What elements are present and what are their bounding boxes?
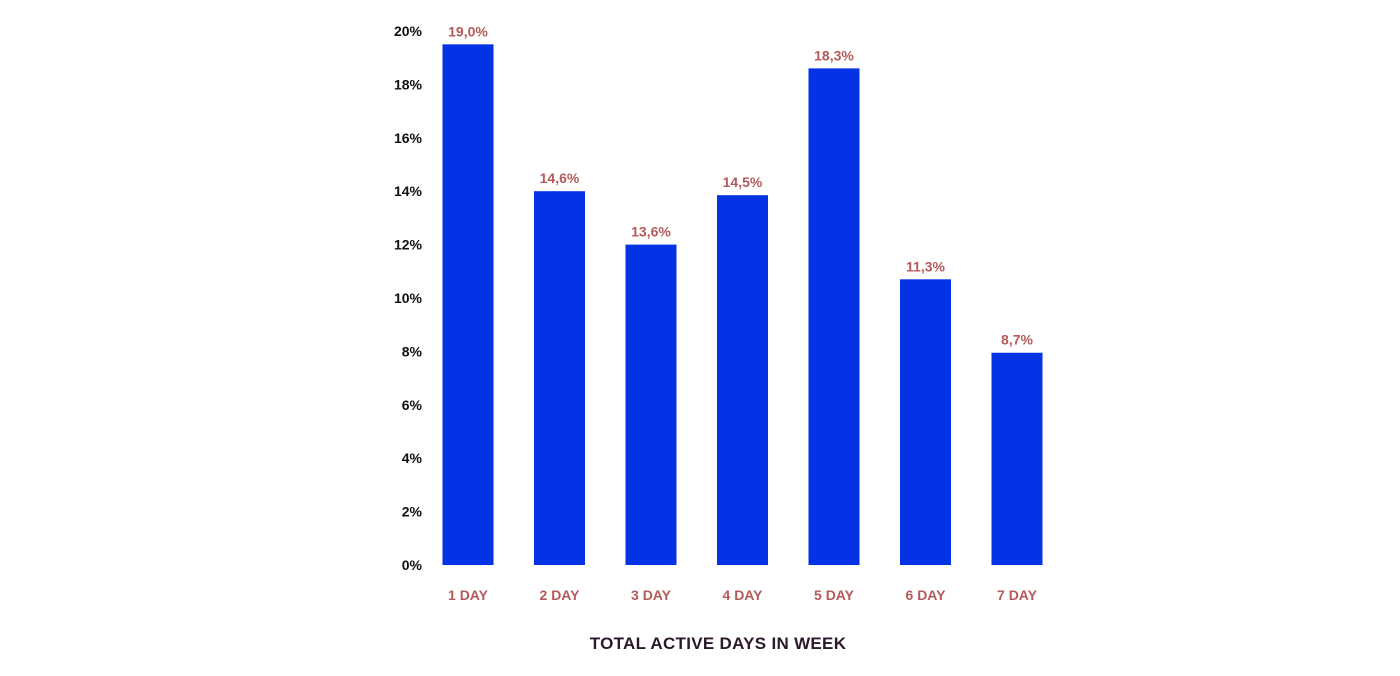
x-tick-label: 5 DAY bbox=[814, 587, 855, 603]
y-tick-label: 8% bbox=[402, 343, 423, 359]
x-tick-label: 7 DAY bbox=[997, 587, 1038, 603]
bar bbox=[717, 195, 768, 565]
y-tick-label: 2% bbox=[402, 504, 423, 520]
y-tick-label: 4% bbox=[402, 450, 423, 466]
data-label: 18,3% bbox=[814, 47, 854, 63]
y-tick-label: 16% bbox=[394, 130, 423, 146]
bars bbox=[442, 44, 1043, 566]
y-tick-label: 14% bbox=[394, 183, 423, 199]
x-tick-label: 3 DAY bbox=[631, 587, 672, 603]
bar bbox=[808, 68, 860, 565]
y-axis: 0% 2% 4% 6% 8% 10% 12% 14% 16% 18% 20% bbox=[394, 23, 423, 573]
bar bbox=[442, 44, 494, 566]
y-tick-label: 12% bbox=[394, 237, 423, 253]
data-labels: 19,0% 14,6% 13,6% 14,5% 18,3% 11,3% 8,7% bbox=[448, 23, 1033, 347]
y-tick-label: 6% bbox=[402, 397, 423, 413]
bar bbox=[991, 352, 1043, 565]
data-label: 11,3% bbox=[906, 258, 945, 274]
data-label: 13,6% bbox=[631, 224, 671, 240]
x-tick-label: 4 DAY bbox=[723, 587, 764, 603]
x-axis-title: TOTAL ACTIVE DAYS IN WEEK bbox=[590, 634, 847, 653]
data-label: 14,5% bbox=[723, 174, 763, 190]
data-label: 19,0% bbox=[448, 23, 488, 39]
x-tick-label: 2 DAY bbox=[540, 587, 581, 603]
y-tick-label: 20% bbox=[394, 23, 423, 39]
bar bbox=[625, 244, 677, 565]
y-tick-label: 0% bbox=[402, 557, 423, 573]
y-tick-label: 10% bbox=[394, 290, 423, 306]
data-label: 8,7% bbox=[1001, 332, 1033, 348]
bar bbox=[900, 279, 951, 565]
x-tick-label: 6 DAY bbox=[906, 587, 947, 603]
bar bbox=[534, 191, 585, 565]
data-label: 14,6% bbox=[540, 170, 580, 186]
y-tick-label: 18% bbox=[394, 76, 423, 92]
x-tick-label: 1 DAY bbox=[448, 587, 489, 603]
x-axis: 1 DAY 2 DAY 3 DAY 4 DAY 5 DAY 6 DAY 7 DAY bbox=[448, 587, 1038, 603]
